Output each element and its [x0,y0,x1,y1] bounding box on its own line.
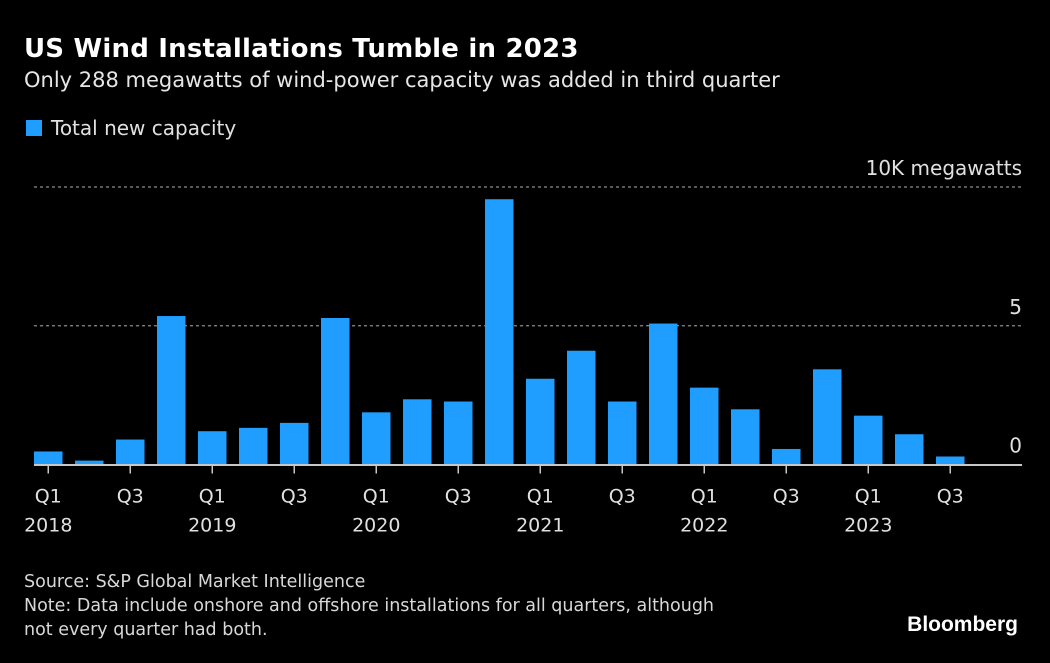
bar-2022-q1 [690,387,719,465]
x-tick-label-year: 2023 [844,515,892,537]
x-tick-label-quarter: Q1 [35,486,62,508]
bar-2021-q2 [567,350,596,465]
bar-2020-q4 [485,199,514,465]
x-tick-label-quarter: Q3 [609,486,636,508]
bar-2021-q3 [608,401,637,465]
x-tick-label-quarter: Q3 [281,486,308,508]
legend: Total new capacity [26,116,236,140]
bar-2021-q4 [649,323,678,465]
bar-2019-q4 [321,317,350,465]
bar-2020-q2 [403,399,432,465]
x-tick-label-quarter: Q1 [855,486,882,508]
legend-swatch [26,120,42,136]
y-tick-label-10: 10K megawatts [866,156,1022,180]
y-tick-label-5: 5 [1009,295,1022,319]
bar-2023-q1 [854,415,883,465]
bloomberg-logo: Bloomberg [907,613,1018,636]
bar-2019-q2 [239,427,268,465]
bars [34,199,965,465]
bar-2018-q3 [116,439,145,465]
bar-2018-q2 [75,460,104,465]
chart-title: US Wind Installations Tumble in 2023 [24,34,579,64]
bar-2022-q4 [813,369,842,465]
x-tick-label-quarter: Q1 [363,486,390,508]
x-tick-label-year: 2020 [352,515,400,537]
bar-2020-q1 [362,412,391,465]
bar-2023-q2 [895,434,924,465]
x-tick-label-quarter: Q1 [527,486,554,508]
footer: Source: S&P Global Market Intelligence N… [24,570,714,642]
x-tick-label-year: 2021 [516,515,564,537]
x-tick-label-quarter: Q3 [937,486,964,508]
x-tick-label-quarter: Q3 [445,486,472,508]
bar-2019-q3 [280,422,309,465]
chart-subtitle: Only 288 megawatts of wind-power capacit… [24,68,780,92]
data-note-line-1: Note: Data include onshore and offshore … [24,596,715,616]
y-tick-label-0: 0 [1009,434,1022,458]
gridlines [34,186,1022,327]
x-tick-label-year: 2018 [24,515,72,537]
x-axis: Q1 2018 Q3 Q1 2019 Q3 Q1 2020 Q3 Q1 2021 Q3 Q1 2022 Q3… [24,464,1022,537]
y-axis-labels: 0 5 10K megawatts [866,156,1022,458]
bar-2023-q3 [936,456,965,465]
data-note-line-2: not every quarter had both. [24,620,268,640]
bar-2022-q3 [772,448,801,465]
bar-2018-q4 [157,316,186,465]
bar-2019-q1 [198,431,227,465]
x-tick-label-quarter: Q3 [117,486,144,508]
x-tick-label-quarter: Q3 [773,486,800,508]
bar-2021-q1 [526,378,555,465]
legend-label: Total new capacity [51,116,237,140]
bar-2022-q2 [731,409,760,465]
bar-2018-q1 [34,451,63,465]
x-tick-label-quarter: Q1 [691,486,718,508]
x-tick-label-quarter: Q1 [199,486,226,508]
x-tick-label-year: 2019 [188,515,236,537]
source-note: Source: S&P Global Market Intelligence [24,572,366,592]
bar-2020-q3 [444,401,473,465]
x-tick-label-year: 2022 [680,515,728,537]
